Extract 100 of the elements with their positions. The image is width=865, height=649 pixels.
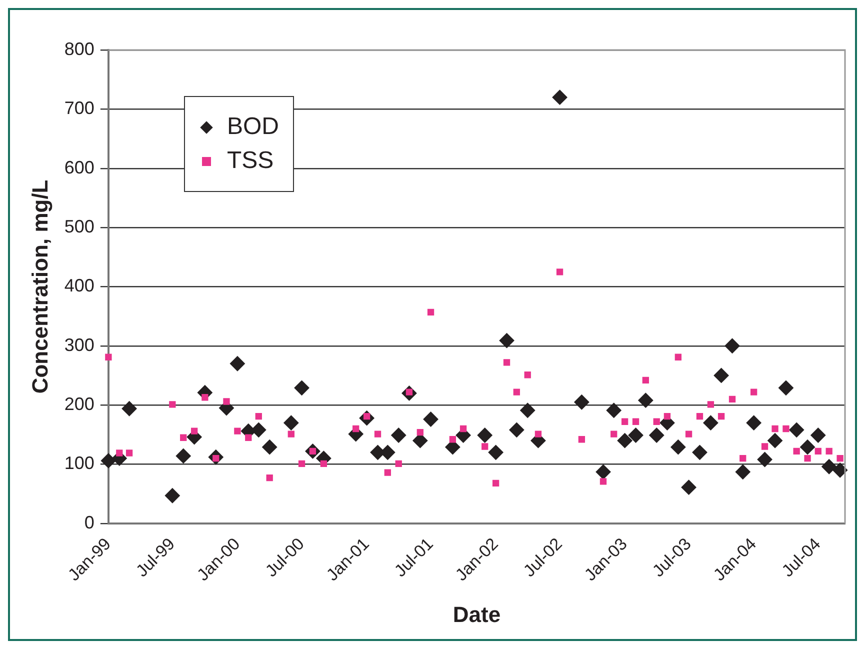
point [202,394,208,401]
point [600,478,607,485]
point [740,454,746,462]
point [642,376,649,384]
point [757,452,772,468]
point [262,440,278,455]
point [284,415,299,430]
point [503,359,510,366]
point [482,443,488,450]
point [395,460,402,467]
y-tick-label: 700 [64,98,94,118]
point [556,268,564,276]
point [520,402,536,418]
point [638,392,654,408]
x-axis-title: Date [452,602,501,627]
point [772,425,778,432]
point [692,444,708,460]
point [578,436,586,443]
point [826,448,832,455]
point [628,428,644,443]
point [822,459,837,474]
point [288,430,294,438]
y-tick-label: 200 [64,394,94,414]
point [782,425,790,432]
point [596,464,611,480]
point [696,412,704,420]
point [164,488,180,504]
point [649,428,664,443]
point [255,412,262,420]
point [810,428,826,443]
point [632,418,640,425]
point [552,90,568,105]
point [245,434,252,441]
point [122,401,137,416]
point [509,422,524,438]
point [384,469,391,476]
point [768,433,783,448]
y-axis-title: Concentration, mg/L [27,180,52,394]
point [100,453,116,468]
point [703,415,718,430]
y-tick-label: 300 [64,334,94,355]
point [832,462,848,478]
point [266,474,273,482]
point [793,448,800,455]
point [789,422,804,438]
point [524,372,531,378]
point [460,425,467,432]
point [761,443,768,450]
point [714,368,729,383]
point [707,401,714,408]
point [449,436,456,443]
point [298,460,306,467]
point [391,428,406,443]
point [294,380,310,396]
point [621,418,628,425]
point [610,430,618,438]
y-tick-label: 800 [64,38,94,59]
point [176,448,191,464]
point [499,333,514,348]
point [223,398,230,405]
point [190,428,198,434]
point [836,454,844,462]
point [653,418,660,425]
point [492,480,500,487]
legend-label: BOD [227,113,280,141]
y-tick-label: 100 [64,453,94,474]
point [251,422,266,438]
point [735,464,750,480]
point [804,454,811,462]
point [718,412,725,420]
point [681,480,696,495]
point [126,450,133,456]
point [728,396,736,402]
point [670,440,686,455]
point [513,388,520,396]
point [374,430,382,438]
point [320,460,328,467]
point [234,428,241,434]
point [674,354,682,360]
point [169,401,176,408]
point [606,402,622,418]
point [477,428,492,443]
point [685,430,692,438]
point [488,444,504,460]
point [180,434,187,441]
point [534,430,542,438]
point [230,356,245,372]
legend-label: TSS [227,147,274,175]
point [427,308,434,316]
y-tick-label: 600 [64,157,94,178]
point [750,388,758,396]
point [352,425,360,432]
point [800,440,816,455]
point [574,394,590,410]
y-tick-label: 400 [64,276,94,296]
point [416,428,424,436]
point [116,450,123,456]
y-tick-label: 0 [84,512,94,532]
point [746,415,762,430]
point [814,448,822,455]
